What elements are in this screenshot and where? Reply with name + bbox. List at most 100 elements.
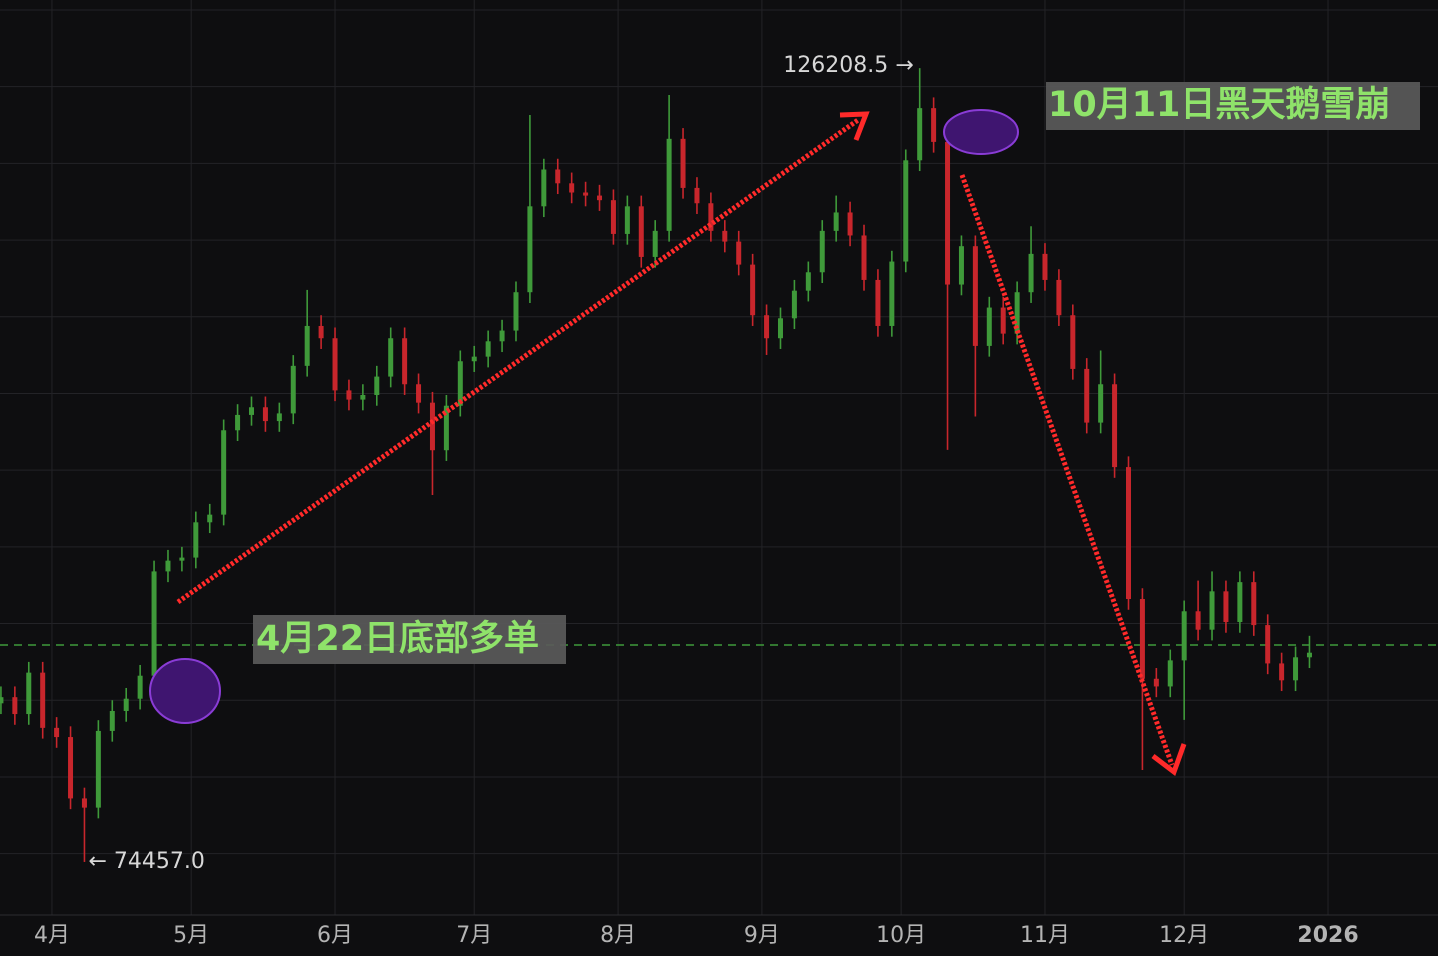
candle-body (457, 361, 463, 406)
candle-body (179, 557, 185, 561)
candle-body (694, 187, 700, 204)
candle-body (248, 407, 254, 415)
candle-body (875, 279, 881, 326)
candle-body (318, 325, 324, 339)
x-tick-label: 12月 (1159, 923, 1209, 948)
candle-body (1098, 384, 1104, 423)
candle-body (416, 384, 422, 403)
note-text: 4月22日底部多单 (256, 619, 539, 659)
candle-body (1223, 591, 1229, 623)
candle-body (972, 246, 978, 346)
candle-body (736, 241, 742, 265)
candle-body (1181, 611, 1187, 661)
candle-body (235, 414, 241, 431)
candle-body (137, 675, 143, 699)
arrow-head (839, 111, 870, 141)
candle-body (332, 338, 338, 391)
x-tick-label: 5月 (173, 923, 209, 948)
candle-body (165, 560, 171, 572)
candle-body (402, 338, 408, 385)
candle-body (889, 261, 895, 326)
candle-body (81, 798, 87, 808)
candle-body (833, 212, 839, 231)
candle-body (499, 330, 505, 342)
candle-body (958, 246, 964, 285)
candle-body (221, 430, 227, 515)
candle-body (847, 212, 853, 236)
candle-body (708, 203, 714, 231)
x-tick-label: 6月 (317, 923, 353, 948)
marker-ellipse (943, 109, 1019, 155)
candle-body (360, 394, 366, 400)
candle-body (1167, 660, 1173, 687)
x-tick-label: 10月 (876, 923, 926, 948)
candle-body (276, 413, 282, 422)
candle-body (513, 292, 519, 331)
marker-ellipse (149, 658, 221, 724)
candle-body (95, 730, 101, 808)
candle-body (986, 307, 992, 346)
candle-body (861, 235, 867, 280)
candle-body (555, 169, 561, 184)
candle-body (1000, 307, 1006, 334)
candle-body (638, 206, 644, 257)
candle-body (1112, 384, 1118, 468)
candle-body (805, 272, 811, 291)
min-label: ← 74457.0 (88, 849, 204, 874)
candle-body (0, 697, 4, 704)
candle-body (123, 698, 129, 711)
candle-body (26, 672, 32, 715)
candle-body (1265, 625, 1271, 664)
candle-body (1084, 368, 1090, 423)
candle-body (652, 230, 658, 257)
candle-body (666, 138, 672, 231)
candle-body (1153, 678, 1159, 687)
candle-body (12, 697, 18, 715)
note-box (253, 615, 566, 664)
candle-body (1195, 611, 1201, 630)
candle-body (388, 338, 394, 377)
arrow-head (1151, 743, 1187, 777)
candle-body (1125, 467, 1131, 600)
note-box (1046, 82, 1420, 130)
candle-body (1028, 253, 1034, 293)
candle-body (680, 138, 686, 188)
candle-body (290, 365, 296, 414)
candle-body (624, 206, 630, 234)
candle-body (945, 141, 951, 285)
candle-body (722, 230, 728, 242)
candle-body (1139, 599, 1145, 679)
candle-body (750, 264, 756, 316)
candle-body (1306, 652, 1312, 658)
x-tick-label: 9月 (744, 923, 780, 948)
candle-body (917, 108, 923, 161)
decorations: 4月22日底部多单 10月11日黑天鹅雪崩 (149, 82, 1420, 777)
candle-body (193, 522, 199, 558)
candle-body (68, 737, 74, 799)
x-tick-label: 7月 (456, 923, 492, 948)
candle-body (429, 402, 435, 451)
candle-body (1014, 292, 1020, 334)
candle-body (1293, 657, 1299, 681)
candle-body (597, 195, 603, 201)
candle-body (583, 192, 589, 196)
candle-body (569, 183, 575, 193)
candle-body (262, 407, 268, 422)
candle-body (1209, 591, 1215, 630)
candle-body (443, 405, 449, 451)
candle-body (764, 315, 770, 339)
candle-body (109, 710, 115, 731)
note-text: 10月11日黑天鹅雪崩 (1048, 85, 1390, 125)
candle-body (527, 206, 533, 293)
candle-body (54, 727, 60, 738)
candle-body (1237, 582, 1243, 623)
candle-body (1042, 253, 1048, 280)
candle-body (1279, 663, 1285, 681)
candle-body (777, 318, 783, 339)
x-tick-label: 8月 (600, 923, 636, 948)
candle-body (207, 514, 213, 523)
candle-body (541, 169, 547, 207)
